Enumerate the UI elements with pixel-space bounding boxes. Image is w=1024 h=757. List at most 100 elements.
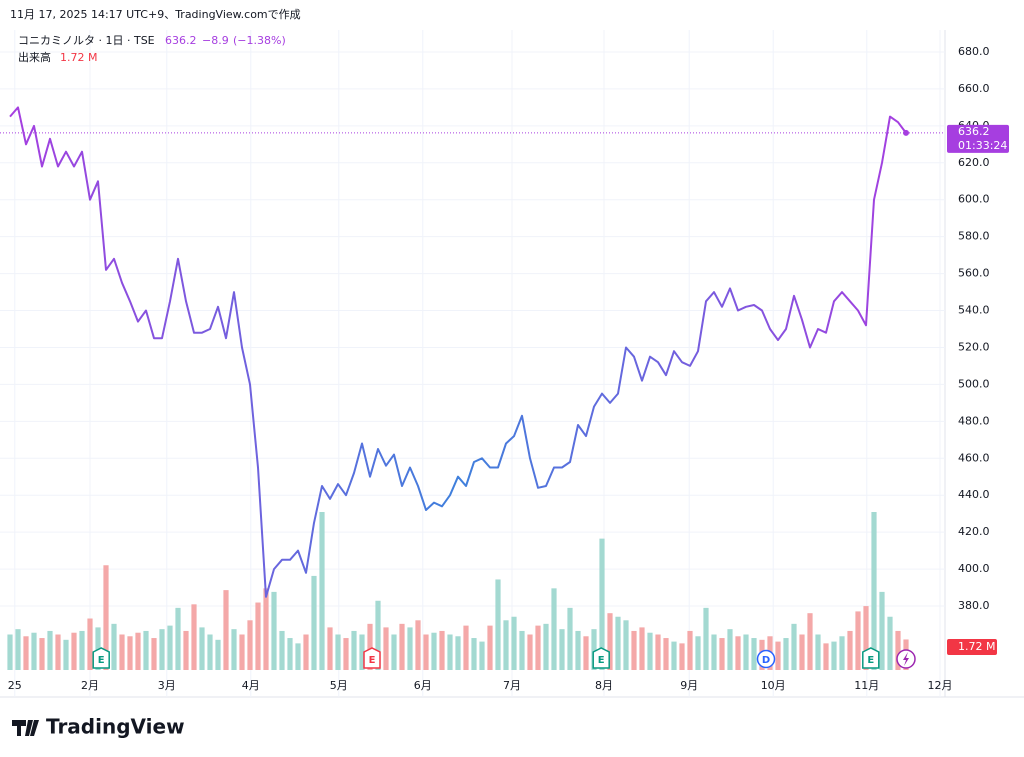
- y-tick-label: 380.0: [958, 599, 990, 612]
- volume-bar: [359, 634, 365, 670]
- volume-tag: [947, 639, 997, 655]
- volume-bar: [487, 625, 493, 670]
- volume-bar: [71, 632, 77, 670]
- volume-bar: [391, 634, 397, 670]
- x-tick-label: 11月: [854, 679, 879, 692]
- x-tick-label: 3月: [158, 679, 176, 692]
- volume-bar: [863, 606, 869, 670]
- volume-bar: [439, 630, 445, 670]
- volume-bar: [111, 623, 117, 670]
- y-tick-label: 480.0: [958, 414, 990, 427]
- event-marker: [592, 647, 610, 669]
- volume-bar: [727, 629, 733, 670]
- volume-bar: [447, 634, 453, 670]
- volume-bar: [455, 636, 461, 670]
- volume-bar: [799, 634, 805, 670]
- volume-bar: [383, 627, 389, 670]
- volume-bar: [671, 641, 677, 670]
- x-tick-label: 8月: [595, 679, 613, 692]
- volume-bar: [679, 643, 685, 670]
- symbol-title: コニカミノルタ · 1日 · TSE: [18, 34, 155, 47]
- y-tick-label: 500.0: [958, 377, 990, 390]
- volume-bar: [239, 634, 245, 670]
- event-label: D: [762, 655, 770, 666]
- y-tick-label: 420.0: [958, 525, 990, 538]
- volume-bar: [127, 636, 133, 670]
- volume-bar: [303, 634, 309, 670]
- header: 11月 17, 2025 14:17 UTC+9、TradingView.com…: [10, 8, 301, 21]
- volume-bar: [191, 604, 197, 670]
- volume-bar: [87, 618, 93, 670]
- volume-bar: [423, 634, 429, 670]
- volume-bar: [831, 641, 837, 670]
- volume-bar: [95, 627, 101, 670]
- volume-bar: [591, 629, 597, 670]
- volume-title: 出来高: [18, 50, 51, 64]
- volume-bar: [743, 634, 749, 670]
- volume-bar: [647, 632, 653, 670]
- volume-bar: [7, 634, 13, 670]
- volume-bar: [79, 630, 85, 670]
- volume-bar: [431, 632, 437, 670]
- volume-bar: [887, 616, 893, 670]
- y-tick-label: 400.0: [958, 562, 990, 575]
- volume-bar: [711, 634, 717, 670]
- volume-bar: [751, 638, 757, 670]
- event-marker: [862, 647, 880, 669]
- volume-bar: [31, 632, 37, 670]
- volume-bar: [471, 638, 477, 670]
- volume-bar: [143, 630, 149, 670]
- volume-bar: [327, 627, 333, 670]
- y-tick-label: 620.0: [958, 156, 990, 169]
- volume-bar: [791, 623, 797, 670]
- flash-icon: [903, 652, 909, 666]
- volume-bar: [495, 579, 501, 670]
- volume-bar: [631, 630, 637, 670]
- volume-bar: [735, 636, 741, 670]
- event-label: E: [369, 655, 376, 666]
- volume-bar: [63, 639, 69, 670]
- volume-bar: [895, 630, 901, 670]
- price-tag-value: 636.2: [958, 125, 990, 138]
- volume-bar: [703, 607, 709, 670]
- volume-bar: [551, 588, 557, 670]
- volume-bar: [519, 630, 525, 670]
- volume-bar: [279, 630, 285, 670]
- price-line: [9, 106, 907, 598]
- volume-bar: [415, 620, 421, 670]
- volume-bar: [527, 634, 533, 670]
- volume-bar: [263, 588, 269, 670]
- volume-bar: [103, 565, 109, 670]
- volume-bar: [823, 643, 829, 670]
- volume-last: 1.72 M: [60, 51, 97, 64]
- volume-bar: [535, 625, 541, 670]
- price-tag-countdown: 01:33:24: [958, 139, 1007, 152]
- volume-bar: [695, 636, 701, 670]
- volume-bar: [479, 641, 485, 670]
- volume-tag-text: 1.72 M: [958, 640, 995, 653]
- volume-bar: [151, 638, 157, 670]
- volume-bar: [39, 638, 45, 670]
- volume-bar: [511, 616, 517, 670]
- event-label: E: [598, 655, 605, 666]
- volume-bar: [207, 634, 213, 670]
- volume-bar: [783, 638, 789, 670]
- x-tick-label: 25: [8, 679, 22, 692]
- event-label: E: [98, 655, 105, 666]
- volume-bar: [351, 630, 357, 670]
- volume-bar: [287, 638, 293, 670]
- volume-bar: [23, 636, 29, 670]
- volume-bar: [223, 590, 229, 670]
- axes: 380.0 400.0 420.0 440.0 460.0 480.0 500.0 520.0…: [8, 45, 1009, 692]
- volume-bar: [663, 638, 669, 670]
- x-tick-label: 2月: [81, 679, 99, 692]
- x-tick-label: 9月: [680, 679, 698, 692]
- volume-bar: [839, 636, 845, 670]
- volume: [7, 512, 909, 670]
- x-tick-label: 6月: [414, 679, 432, 692]
- volume-bar: [559, 629, 565, 670]
- volume-bar: [407, 627, 413, 670]
- volume-bar: [687, 630, 693, 670]
- volume-bar: [199, 627, 205, 670]
